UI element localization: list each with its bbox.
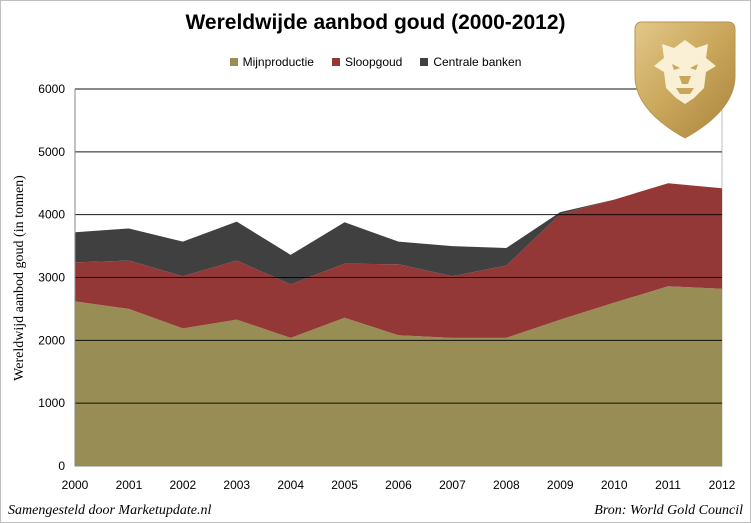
y-tick-label: 1000 bbox=[38, 396, 65, 410]
chart-title: Wereldwijde aanbod goud (2000-2012) bbox=[185, 11, 566, 34]
legend-label-mijnproductie: Mijnproductie bbox=[242, 55, 314, 69]
legend-label-sloopgoud: Sloopgoud bbox=[344, 55, 403, 69]
y-tick-label: 4000 bbox=[38, 208, 65, 222]
legend-label-centrale-banken: Centrale banken bbox=[433, 55, 522, 69]
x-tick-label: 2009 bbox=[547, 478, 574, 492]
legend-swatch-sloopgoud bbox=[331, 58, 340, 66]
legend-item-mijnproductie: Mijnproductie bbox=[229, 55, 314, 69]
lion-head-icon bbox=[634, 21, 736, 139]
y-tick-label: 5000 bbox=[38, 145, 65, 159]
chart-legend: Mijnproductie Sloopgoud Centrale banken bbox=[0, 55, 751, 69]
legend-item-centrale-banken: Centrale banken bbox=[420, 55, 521, 69]
area-series-centrale-banken bbox=[75, 183, 722, 285]
legend-item-sloopgoud: Sloopgoud bbox=[331, 55, 403, 69]
footer-credit: Samengesteld door Marketupdate.nl bbox=[8, 503, 212, 518]
x-tick-label: 2005 bbox=[331, 478, 358, 492]
legend-swatch-centrale-banken bbox=[420, 58, 429, 66]
area-series-mijnproductie bbox=[75, 286, 722, 466]
x-tick-label: 2011 bbox=[655, 478, 681, 492]
x-tick-label: 2006 bbox=[385, 478, 412, 492]
x-tick-label: 2007 bbox=[439, 478, 466, 492]
x-tick-label: 2004 bbox=[277, 478, 304, 492]
y-tick-label: 2000 bbox=[38, 333, 65, 347]
x-tick-label: 2012 bbox=[709, 478, 736, 492]
x-tick-label: 2010 bbox=[601, 478, 628, 492]
y-tick-label: 0 bbox=[58, 459, 65, 473]
y-tick-label: 6000 bbox=[38, 82, 65, 96]
y-tick-label: 3000 bbox=[38, 271, 65, 285]
footer-source: Bron: World Gold Council bbox=[594, 503, 743, 518]
x-tick-label: 2008 bbox=[493, 478, 520, 492]
legend-swatch-mijnproductie bbox=[229, 58, 238, 66]
x-tick-label: 2002 bbox=[169, 478, 196, 492]
x-tick-label: 2003 bbox=[223, 478, 250, 492]
x-tick-label: 2001 bbox=[116, 478, 143, 492]
x-tick-label: 2000 bbox=[62, 478, 89, 492]
area-series-sloopgoud bbox=[75, 183, 722, 338]
